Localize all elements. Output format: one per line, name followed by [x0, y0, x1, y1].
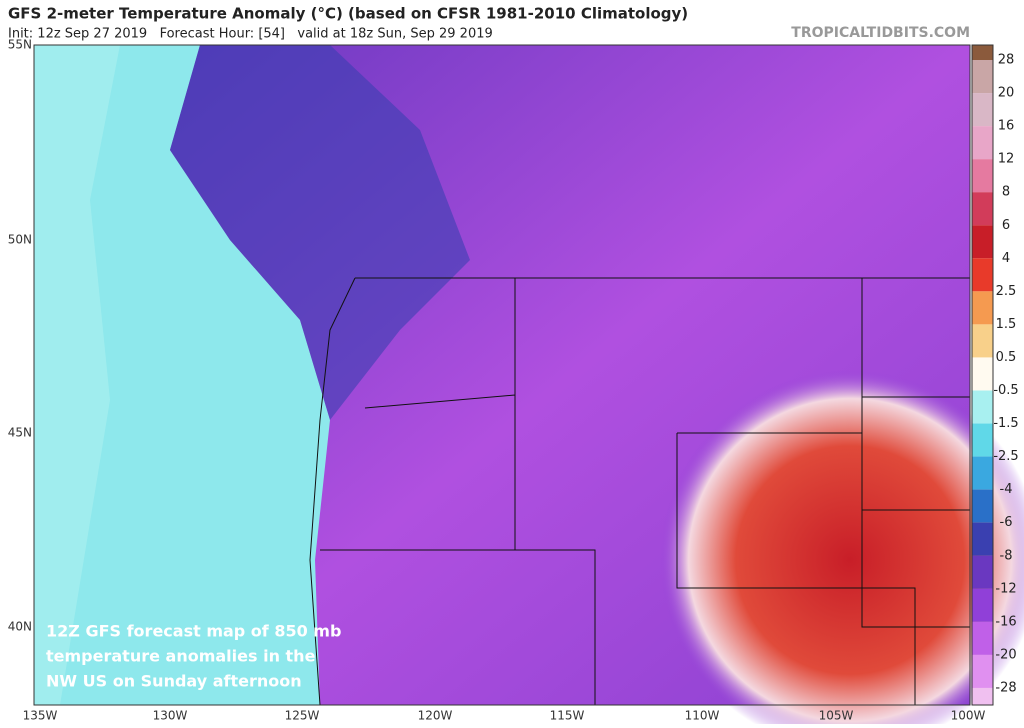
colorbar-swatch	[972, 687, 993, 705]
colorbar-swatch	[972, 456, 993, 490]
colorbar-frame	[971, 44, 994, 706]
colorbar-swatch	[972, 324, 993, 358]
map	[33, 44, 1024, 728]
colorbar-swatch	[972, 522, 993, 556]
colorbar-label: 4	[1002, 251, 1010, 266]
colorbar-label: -28	[995, 680, 1016, 695]
colorbar-swatch	[972, 126, 993, 160]
colorbar-swatch	[972, 654, 993, 688]
lon-label: 120W	[418, 709, 453, 723]
colorbar-swatch	[972, 225, 993, 259]
colorbar-label: 2.5	[996, 284, 1017, 299]
colorbar-label: 0.5	[996, 350, 1017, 365]
map-frame	[33, 44, 971, 706]
colorbar-label: 16	[998, 119, 1015, 134]
lon-label: 105W	[819, 709, 854, 723]
colorbar-label: 20	[998, 86, 1015, 101]
warm-anomaly	[660, 370, 1024, 728]
annotation: temperature anomalies in the	[46, 647, 316, 666]
colorbar-label: -8	[1000, 548, 1013, 563]
colorbar-label: 28	[998, 53, 1015, 68]
colorbar-swatch	[972, 192, 993, 226]
colorbar-label: -0.5	[993, 383, 1018, 398]
coastal-range	[170, 45, 470, 420]
lon-label: 130W	[153, 709, 188, 723]
colorbar-swatch	[972, 555, 993, 589]
colorbar-swatch	[972, 423, 993, 457]
annotation: 12Z GFS forecast map of 850 mb	[46, 622, 341, 641]
colorbar-label: 1.5	[996, 317, 1017, 332]
credit: TROPICALTIDBITS.COM	[791, 25, 970, 41]
lat-label: 55N	[8, 38, 32, 52]
colorbar-swatch	[972, 588, 993, 622]
lat-label: 40N	[8, 620, 32, 634]
colorbar-label: 12	[998, 152, 1015, 167]
title: GFS 2-meter Temperature Anomaly (°C) (ba…	[8, 5, 688, 23]
lon-label: 100W	[951, 709, 986, 723]
lat-label: 45N	[8, 426, 32, 440]
lat-label: 50N	[8, 233, 32, 247]
colorbar-swatch	[972, 357, 993, 391]
borders	[309, 277, 970, 706]
annotation: NW US on Sunday afternoon	[46, 672, 302, 691]
colorbar-label: 6	[1002, 218, 1010, 233]
colorbar-label: -16	[995, 614, 1016, 629]
colorbar-swatch	[972, 489, 993, 523]
colorbar-swatch	[972, 45, 993, 60]
colorbar-label: -6	[1000, 515, 1013, 530]
colorbar-label: -12	[995, 581, 1016, 596]
colorbar-swatch	[972, 93, 993, 127]
lon-label: 115W	[550, 709, 585, 723]
lon-label: 135W	[23, 709, 58, 723]
subtitle: Init: 12z Sep 27 2019 Forecast Hour: [54…	[8, 27, 493, 42]
colorbar-swatch	[972, 60, 993, 94]
colorbar-swatch	[972, 621, 993, 655]
lon-label: 110W	[685, 709, 720, 723]
colorbar-swatch	[972, 291, 993, 325]
colorbar-label: -2.5	[993, 449, 1018, 464]
lon-label: 125W	[285, 709, 320, 723]
colorbar-swatch	[972, 390, 993, 424]
colorbar-label: -4	[1000, 482, 1013, 497]
colorbar-label: -1.5	[993, 416, 1018, 431]
ocean-shade	[34, 45, 120, 705]
colorbar-swatch	[972, 159, 993, 193]
colorbar-label: 8	[1002, 185, 1010, 200]
colorbar-swatch	[972, 258, 993, 292]
colorbar-label: -20	[995, 647, 1016, 662]
